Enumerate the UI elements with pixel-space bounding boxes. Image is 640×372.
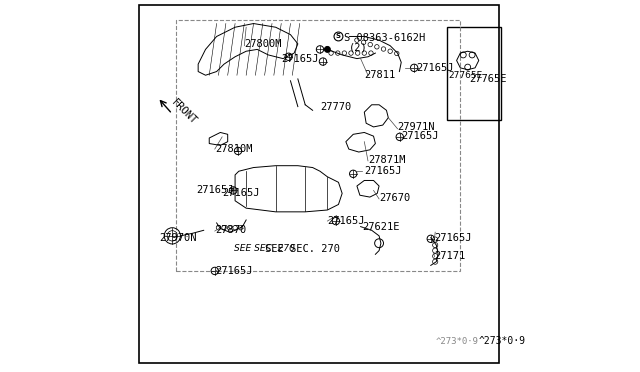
Text: ^273*0·9: ^273*0·9 — [436, 337, 479, 346]
Text: 27871M: 27871M — [368, 155, 406, 165]
Text: 27165J: 27165J — [328, 216, 365, 226]
Text: 27165J: 27165J — [215, 266, 252, 276]
Text: 27621E: 27621E — [362, 222, 400, 232]
Text: SEE SEC. 270: SEE SEC. 270 — [264, 244, 340, 254]
Text: 27165J: 27165J — [401, 131, 439, 141]
Text: 27870: 27870 — [215, 225, 246, 235]
Text: 27670: 27670 — [379, 193, 410, 203]
Text: 27165J: 27165J — [416, 63, 454, 73]
Text: 27165J: 27165J — [364, 166, 402, 176]
Text: 27765E: 27765E — [449, 71, 483, 80]
Text: S 08363-6162H: S 08363-6162H — [344, 33, 425, 43]
Text: ^273*0·9: ^273*0·9 — [479, 336, 526, 346]
Text: (2): (2) — [349, 42, 367, 52]
Text: S: S — [336, 33, 341, 39]
Text: 27970N: 27970N — [159, 233, 197, 243]
Bar — [176, 20, 460, 271]
Text: 27810M: 27810M — [215, 144, 252, 154]
Text: 27800M: 27800M — [244, 39, 282, 49]
Text: FRONT: FRONT — [170, 97, 198, 127]
Text: 27811: 27811 — [364, 70, 396, 80]
Text: 27171: 27171 — [435, 251, 466, 261]
Text: 27971N: 27971N — [397, 122, 435, 132]
Text: 27770: 27770 — [320, 102, 351, 112]
Text: 27165J: 27165J — [222, 188, 260, 198]
Bar — [447, 27, 501, 119]
Circle shape — [324, 46, 330, 52]
Text: 27165J: 27165J — [281, 54, 319, 64]
Text: SEE SEC. 270: SEE SEC. 270 — [234, 244, 295, 253]
Text: 27765E: 27765E — [470, 74, 507, 84]
Text: 27165J: 27165J — [435, 233, 472, 243]
Text: 27165J: 27165J — [196, 185, 234, 195]
